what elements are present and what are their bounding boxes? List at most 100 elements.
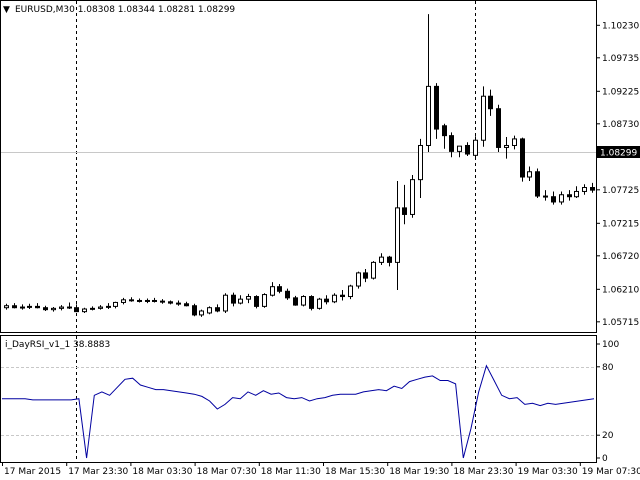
rsi-tick-label: 0 xyxy=(602,454,608,464)
candle-bull xyxy=(90,307,95,310)
candle-bull xyxy=(27,305,32,308)
candle-bear xyxy=(67,306,72,309)
rsi-tick-label: 20 xyxy=(602,431,614,441)
candle-bear xyxy=(465,144,470,155)
time-tick-label: 18 Mar 23:30 xyxy=(453,467,513,477)
candle-bull xyxy=(371,261,376,279)
price-tick-label: 1.07725 xyxy=(602,186,639,196)
candle-bear xyxy=(35,305,40,309)
candle-bear xyxy=(543,195,548,198)
price-tick-label: 1.05715 xyxy=(602,318,639,328)
candle-bull xyxy=(262,294,267,307)
candle-bull xyxy=(51,307,56,311)
candle-bull xyxy=(20,306,25,309)
candle-bear xyxy=(363,272,368,279)
time-tick-label: 17 Mar 23:30 xyxy=(68,467,128,477)
candle-bull xyxy=(582,187,587,192)
candle-bull xyxy=(457,145,462,152)
candle-bear xyxy=(74,307,79,313)
candle-bull xyxy=(207,307,212,314)
candle-bear xyxy=(324,298,329,303)
time-tick-label: 19 Mar 03:30 xyxy=(518,467,578,477)
indicator-plot-frame xyxy=(0,335,597,463)
candle-bull xyxy=(504,144,509,148)
candle-bear xyxy=(449,135,454,152)
candle-bear xyxy=(535,171,540,197)
candle-bear xyxy=(231,294,236,304)
candle-bull xyxy=(379,256,384,263)
candle-bear xyxy=(137,299,142,302)
price-tick-label: 1.10230 xyxy=(602,21,639,31)
candle-bear xyxy=(277,286,282,292)
rsi-line xyxy=(2,364,595,459)
time-tick-label: 18 Mar 15:30 xyxy=(325,467,385,477)
candle-bull xyxy=(317,298,322,309)
candle-bear xyxy=(168,301,173,304)
price-tick-label: 1.09735 xyxy=(602,54,639,64)
candle-bear xyxy=(184,303,189,307)
price-tick-label: 1.06720 xyxy=(602,252,639,262)
candle-bull xyxy=(574,190,579,198)
time-tick-label: 18 Mar 03:30 xyxy=(132,467,192,477)
candle-bear xyxy=(254,296,259,307)
current-price-marker: 1.08299 xyxy=(597,146,640,159)
candle-bear xyxy=(488,95,493,110)
candle-bull xyxy=(410,179,415,215)
candle-bull xyxy=(512,138,517,146)
candle-bear xyxy=(129,299,134,302)
rsi-tick-label: 100 xyxy=(602,340,619,350)
candle-bear xyxy=(43,307,48,311)
rsi-tick-label: 80 xyxy=(602,363,614,373)
candle-bear xyxy=(215,307,220,312)
candle-bear xyxy=(442,125,447,137)
candle-bear xyxy=(176,302,181,305)
candle-bull xyxy=(426,85,431,146)
candle-bear xyxy=(340,294,345,298)
time-tick-label: 19 Mar 07:30 xyxy=(582,467,640,477)
price-tick-label: 1.08730 xyxy=(602,120,639,130)
candle-bear xyxy=(520,138,525,178)
candlesticks xyxy=(4,14,595,317)
candle-bull xyxy=(246,296,251,300)
candle-bull xyxy=(356,272,361,287)
candle-bull xyxy=(395,207,400,263)
time-tick-label: 17 Mar 2015 xyxy=(4,467,61,477)
price-tick-label: 1.06210 xyxy=(602,285,639,295)
candle-bear xyxy=(402,207,407,215)
candle-bull xyxy=(270,286,275,296)
candle-bear xyxy=(590,187,595,191)
candle-bear xyxy=(12,305,17,309)
indicator-title: i_DayRSI_v1_1 38.8883 xyxy=(5,340,110,350)
candle-bull xyxy=(418,144,423,181)
time-tick-label: 18 Mar 11:30 xyxy=(261,467,321,477)
candle-bull xyxy=(145,299,150,302)
candle-bull xyxy=(223,294,228,312)
candle-bull xyxy=(527,171,532,178)
grid-lines xyxy=(1,1,596,462)
candle-bear xyxy=(387,256,392,263)
candle-bear xyxy=(293,297,298,306)
candle-bull xyxy=(199,310,204,316)
candle-bull xyxy=(348,285,353,298)
current-price-box xyxy=(597,146,640,158)
candle-bull xyxy=(473,139,478,156)
candle-bear xyxy=(496,108,501,148)
main-plot-frame xyxy=(0,0,597,333)
price-axis: 1.10230 1.09735 1.09225 1.08730 1.07725 1.072… xyxy=(596,21,639,328)
time-axis: 17 Mar 2015 17 Mar 23:30 18 Mar 03:30 18 Ma… xyxy=(2,462,640,477)
candle-bull xyxy=(332,294,337,303)
candle-bull xyxy=(59,306,64,309)
candle-bear xyxy=(192,305,197,316)
candle-bull xyxy=(238,298,243,304)
main-chart-title: EURUSD,M30 1.08308 1.08344 1.08281 1.082… xyxy=(15,5,235,15)
candle-bull xyxy=(4,305,9,309)
time-tick-label: 18 Mar 19:30 xyxy=(389,467,449,477)
time-tick-label: 18 Mar 07:30 xyxy=(197,467,257,477)
candle-bear xyxy=(434,85,439,130)
chart-arrow-icon[interactable]: ▼ xyxy=(3,5,10,15)
candle-bear xyxy=(160,300,165,303)
candle-bear xyxy=(567,194,572,198)
price-tick-label: 1.07215 xyxy=(602,219,639,229)
rsi-axis: 100 80 20 0 xyxy=(596,340,619,464)
candle-bull xyxy=(98,306,103,309)
